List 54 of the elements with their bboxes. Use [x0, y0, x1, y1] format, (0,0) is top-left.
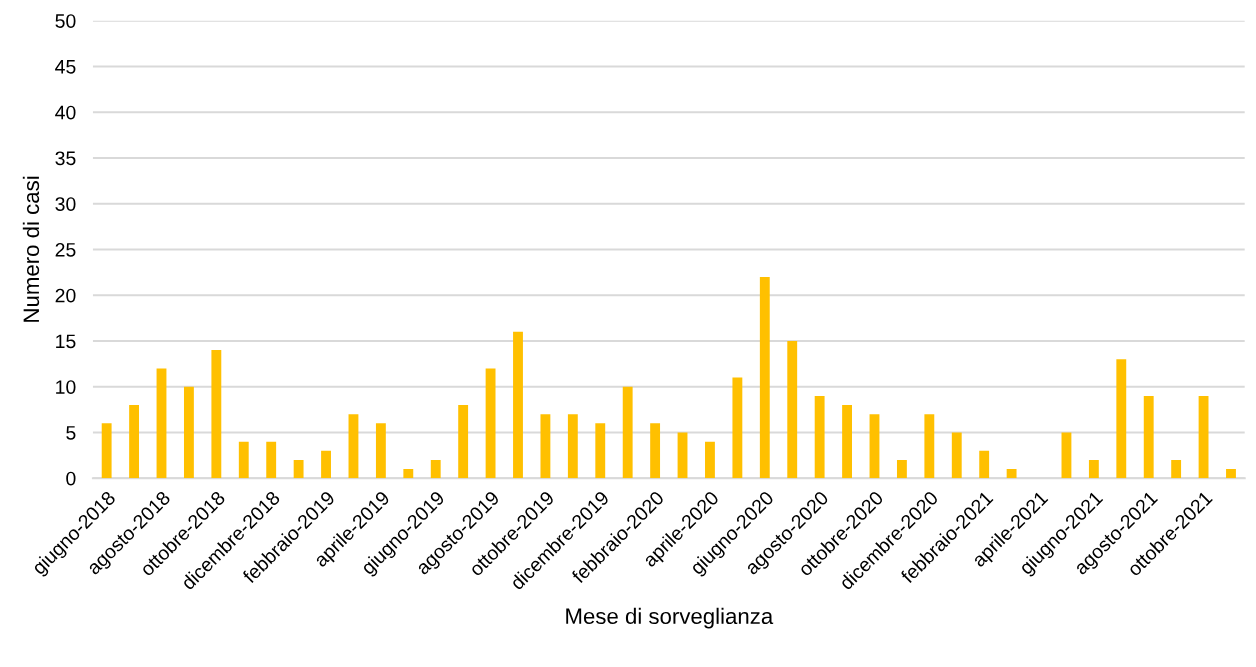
bar [513, 331, 523, 479]
bar [485, 368, 496, 479]
bar [567, 414, 578, 479]
bar [321, 450, 331, 479]
bar [595, 423, 606, 479]
bar [650, 423, 661, 479]
bar [1061, 432, 1072, 479]
bar [1116, 359, 1127, 479]
bar [1143, 395, 1154, 479]
bar [348, 414, 359, 479]
y-tick-label: 20 [55, 288, 76, 303]
bar [156, 368, 167, 479]
bar [211, 350, 222, 479]
bar [540, 414, 551, 479]
bar [266, 441, 277, 479]
bar [759, 276, 770, 479]
bar [622, 386, 633, 479]
bar [238, 441, 249, 479]
bar [677, 432, 688, 479]
bar [101, 423, 112, 479]
bar [183, 386, 194, 479]
bar [293, 459, 304, 479]
y-tick-label: 35 [55, 151, 76, 166]
bar [732, 377, 743, 479]
y-tick-label: 15 [56, 334, 76, 349]
bar [1171, 459, 1182, 479]
bar [1088, 459, 1099, 479]
bar [869, 414, 880, 479]
bar [896, 459, 907, 479]
bar [403, 469, 414, 479]
y-tick-label: 50 [55, 14, 76, 28]
y-tick-label: 30 [55, 197, 76, 211]
x-axis-title: Mese di sorveglianza [566, 607, 774, 629]
y-tick-label: 5 [66, 426, 76, 440]
bar [787, 340, 798, 479]
bar [842, 405, 852, 479]
bar [924, 414, 935, 479]
y-tick-label: 45 [55, 60, 76, 74]
bar [1006, 469, 1017, 479]
y-tick-label: 40 [55, 105, 76, 120]
bar [430, 459, 441, 479]
y-tick-label: 0 [66, 471, 76, 486]
bar [951, 432, 962, 479]
bar [705, 441, 715, 479]
y-tick-label: 25 [55, 242, 76, 257]
bar [458, 405, 469, 479]
bar [129, 405, 140, 479]
bar [979, 450, 990, 479]
y-tick-label: 10 [56, 380, 76, 394]
y-axis-title: Numero di casi [22, 176, 40, 322]
bar [1226, 469, 1236, 479]
bar [375, 423, 386, 479]
bar [814, 395, 825, 479]
bar [1198, 395, 1209, 479]
